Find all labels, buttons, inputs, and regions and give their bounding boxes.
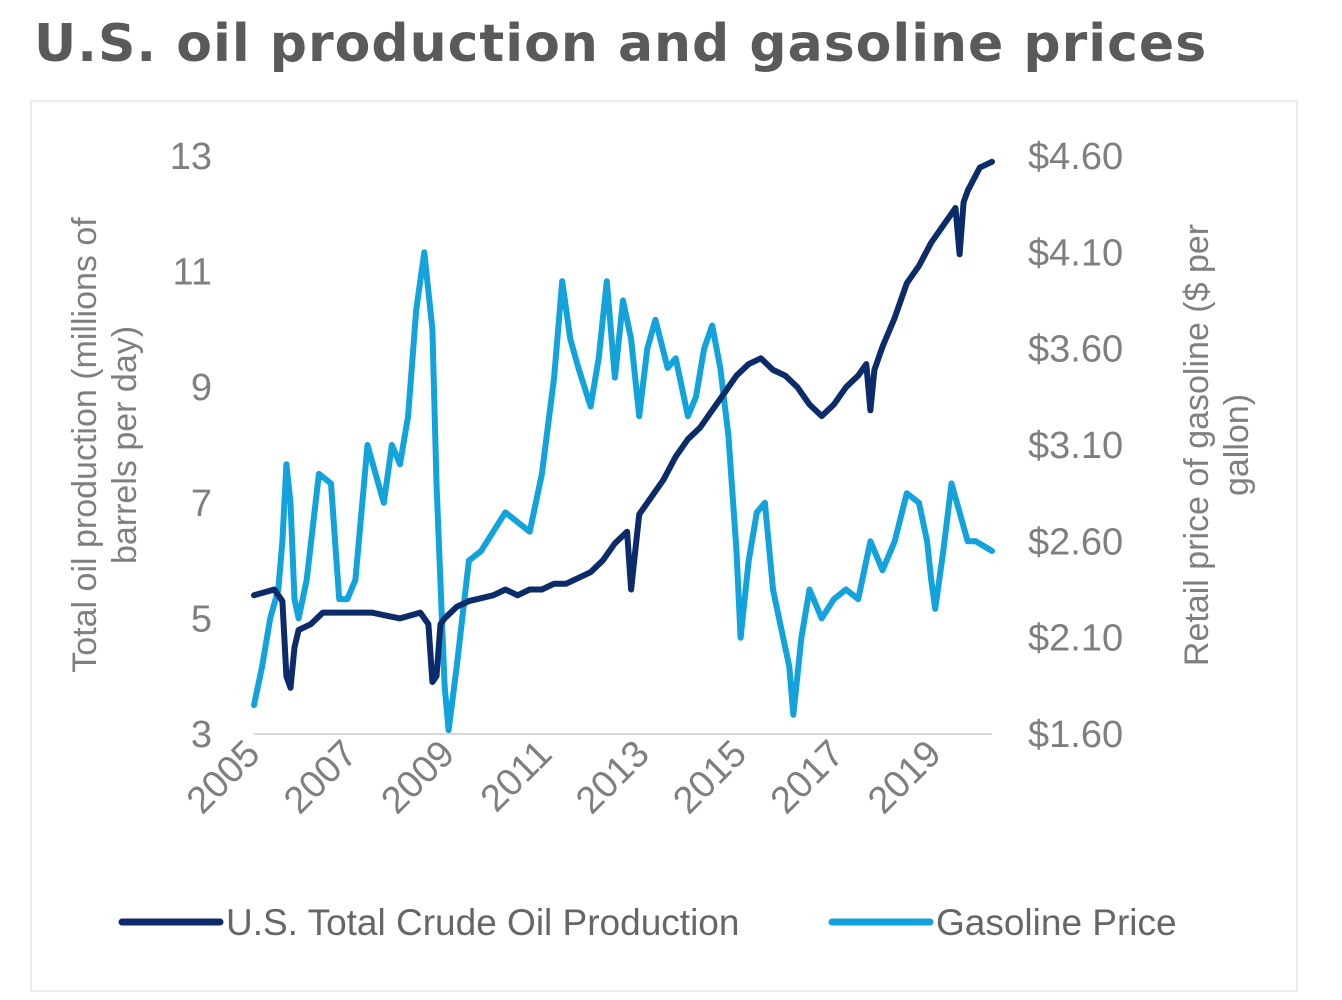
y-left-tick-label: 7 [191,483,212,525]
y-right-tick-label: $2.10 [1028,618,1123,660]
y-right-tick-label: $4.10 [1028,232,1123,274]
line-chart: 3 5 7 9 11 13 $1.60 $2.10 $2.60 $3.10 $3.60 $4.10 $4… [66,136,1256,943]
y-right-axis-title-line: gallon) [1218,394,1256,496]
y-left-tick-label: 13 [170,136,212,178]
x-tick-label: 2007 [276,733,365,822]
y-right-tick-label: $2.60 [1028,521,1123,563]
y-right-tick-label: $4.60 [1028,136,1123,178]
x-tick-label: 2013 [568,733,657,822]
x-tick-label: 2017 [763,733,852,822]
y-left-tick-label: 3 [191,714,212,756]
series-line-gasoline [251,249,995,734]
y-left-tick-label: 9 [191,367,212,409]
page-title: U.S. oil production and gasoline prices [34,14,1208,74]
y-right-tick-label: $3.60 [1028,329,1123,371]
chart-frame: 3 5 7 9 11 13 $1.60 $2.10 $2.60 $3.10 $3.60 $4.10 $4… [30,100,1298,992]
series-line-production [251,158,995,691]
y-right-tick-label: $1.60 [1028,714,1123,756]
y-right-axis-title: Retail price of gasoline ($ pergallon) [1178,224,1256,666]
y-right-tick-label: $3.10 [1028,425,1123,467]
x-tick-label: 2019 [860,733,949,822]
y-left-axis-title: Total oil production (millions ofbarrels… [66,217,144,673]
y-right-axis-title-line: Retail price of gasoline ($ per [1178,224,1216,666]
x-tick-label: 2009 [374,733,463,822]
legend-gasoline-label: Gasoline Price [936,902,1177,943]
x-tick-label: 2011 [473,733,560,820]
y-left-axis-title-line: Total oil production (millions of [66,217,104,673]
x-tick-label: 2015 [665,733,754,822]
legend-production-label: U.S. Total Crude Oil Production [226,902,739,943]
y-left-axis-title-line: barrels per day) [106,326,144,564]
y-left-tick-label: 5 [191,598,212,640]
y-left-tick-label: 11 [173,252,212,294]
